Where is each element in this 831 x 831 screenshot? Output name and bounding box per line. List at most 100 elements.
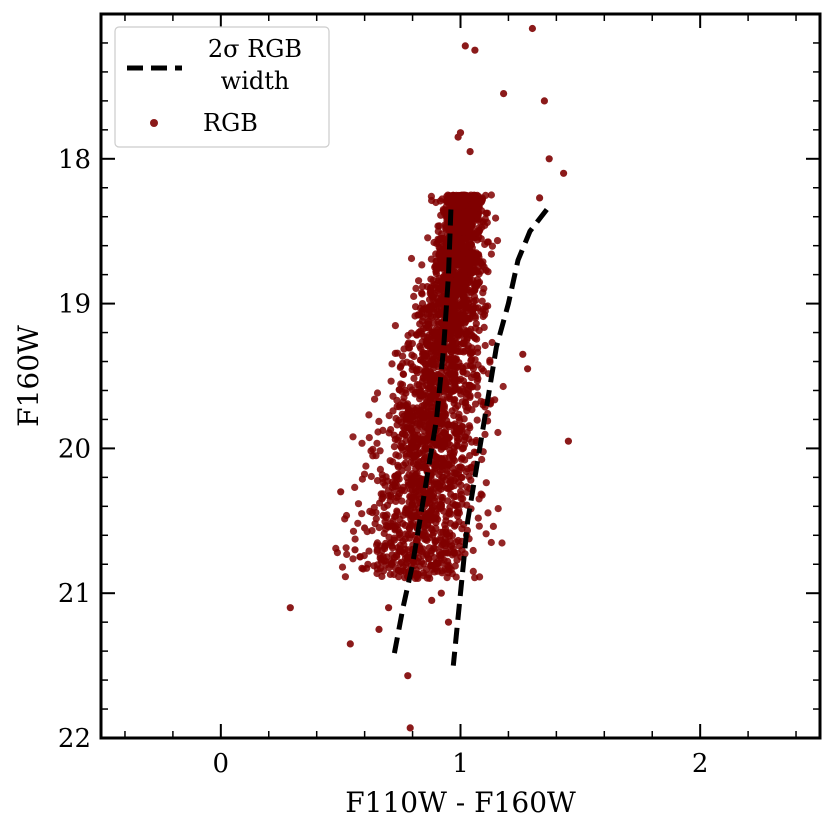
rgb-point bbox=[356, 553, 364, 561]
rgb-point bbox=[349, 433, 357, 441]
rgb-point bbox=[400, 443, 408, 451]
rgb-point bbox=[406, 534, 414, 542]
rgb-point bbox=[462, 307, 470, 315]
rgb-point bbox=[431, 328, 439, 336]
rgb-point bbox=[396, 363, 404, 372]
rgb-point bbox=[438, 293, 446, 301]
legend-label-rgb-width-line2: width bbox=[221, 67, 290, 95]
rgb-point bbox=[459, 222, 467, 231]
rgb-point bbox=[435, 251, 443, 259]
rgb-point bbox=[342, 511, 351, 520]
rgb-point bbox=[349, 555, 357, 563]
rgb-point bbox=[423, 521, 432, 529]
rgb-point bbox=[346, 640, 354, 648]
rgb-point bbox=[464, 259, 472, 267]
rgb-point bbox=[470, 370, 478, 379]
rgb-point bbox=[368, 527, 376, 535]
rgb-point bbox=[442, 367, 450, 375]
rgb-point bbox=[477, 235, 485, 243]
rgb-point bbox=[436, 468, 444, 476]
rgb-point bbox=[457, 362, 465, 371]
rgb-point bbox=[387, 493, 395, 501]
rgb-point bbox=[377, 558, 385, 566]
rgb-point bbox=[482, 479, 490, 487]
rgb-point bbox=[471, 46, 479, 54]
rgb-point bbox=[426, 511, 435, 520]
rgb-point bbox=[351, 546, 359, 554]
rgb-point bbox=[390, 554, 398, 562]
rgb-point bbox=[483, 209, 491, 217]
rgb-point bbox=[450, 493, 458, 501]
rgb-point bbox=[396, 515, 404, 524]
rgb-point bbox=[415, 277, 423, 285]
legend-marker-swatch bbox=[150, 119, 158, 127]
legend-box bbox=[114, 26, 330, 148]
rgb-point bbox=[481, 341, 489, 350]
rgb-point bbox=[479, 312, 487, 321]
ticks-layer: 0 1 2 18 19 20 21 22 bbox=[58, 13, 820, 779]
rgb-point bbox=[425, 555, 433, 563]
rgb-point bbox=[362, 462, 370, 470]
rgb-point bbox=[438, 412, 446, 420]
rgb-point bbox=[469, 567, 477, 576]
rgb-point bbox=[449, 191, 457, 199]
rgb-point bbox=[406, 492, 414, 501]
rgb-point bbox=[460, 340, 468, 348]
rgb-point bbox=[439, 493, 447, 502]
rgb-point bbox=[448, 343, 457, 351]
rgb-point bbox=[351, 535, 359, 543]
rgb-point bbox=[462, 276, 470, 284]
rgb-point bbox=[451, 321, 459, 329]
rgb-point bbox=[448, 570, 456, 578]
rgb-point bbox=[395, 386, 404, 394]
rgb-point bbox=[401, 521, 409, 530]
rgb-point bbox=[498, 539, 506, 547]
rgb-point bbox=[404, 506, 412, 514]
rgb-point bbox=[456, 375, 465, 383]
rgb-point bbox=[524, 365, 532, 373]
rgb-point bbox=[455, 430, 463, 438]
rgb-point bbox=[428, 526, 436, 534]
rgb-point bbox=[445, 360, 453, 368]
rgb-point bbox=[451, 396, 459, 404]
rgb-point bbox=[481, 221, 489, 229]
rgb-point bbox=[468, 244, 476, 252]
rgb-point bbox=[434, 460, 442, 468]
rgb-point bbox=[417, 344, 425, 353]
rgb-point bbox=[444, 497, 452, 505]
rgb-point bbox=[373, 539, 381, 547]
legend-label-rgb: RGB bbox=[203, 109, 258, 137]
rgb-point bbox=[472, 258, 480, 266]
rgb-point bbox=[442, 213, 450, 221]
rgb-point bbox=[452, 224, 460, 232]
rgb-point bbox=[457, 473, 465, 481]
rgb-point bbox=[545, 155, 553, 163]
rgb-point bbox=[418, 412, 426, 421]
legend-label-rgb-width-line1: 2σ RGB bbox=[208, 35, 302, 63]
rgb-point bbox=[415, 450, 423, 458]
rgb-point bbox=[474, 348, 482, 356]
rgb-point bbox=[365, 411, 373, 419]
y-tick-label: 20 bbox=[58, 434, 91, 464]
rgb-point bbox=[425, 429, 433, 437]
rgb-point bbox=[392, 451, 400, 459]
rgb-point bbox=[409, 449, 417, 458]
rgb-point bbox=[383, 501, 392, 509]
rgb-point bbox=[474, 304, 482, 312]
rgb-point bbox=[372, 515, 380, 523]
rgb-point bbox=[455, 410, 463, 418]
rgb-point bbox=[410, 374, 418, 382]
rgb-point bbox=[373, 546, 381, 554]
rgb-point bbox=[407, 254, 416, 263]
rgb-point bbox=[442, 198, 450, 206]
rgb-point bbox=[478, 297, 486, 305]
rgb-point bbox=[453, 311, 461, 319]
rgb-point bbox=[469, 309, 477, 317]
rgb-point bbox=[376, 465, 384, 473]
rgb-point bbox=[436, 551, 444, 560]
rgb-point bbox=[499, 382, 507, 391]
rgb-point bbox=[406, 724, 414, 732]
x-tick-label: 0 bbox=[213, 749, 230, 779]
rgb-point bbox=[440, 255, 448, 263]
rgb-point bbox=[453, 385, 461, 393]
